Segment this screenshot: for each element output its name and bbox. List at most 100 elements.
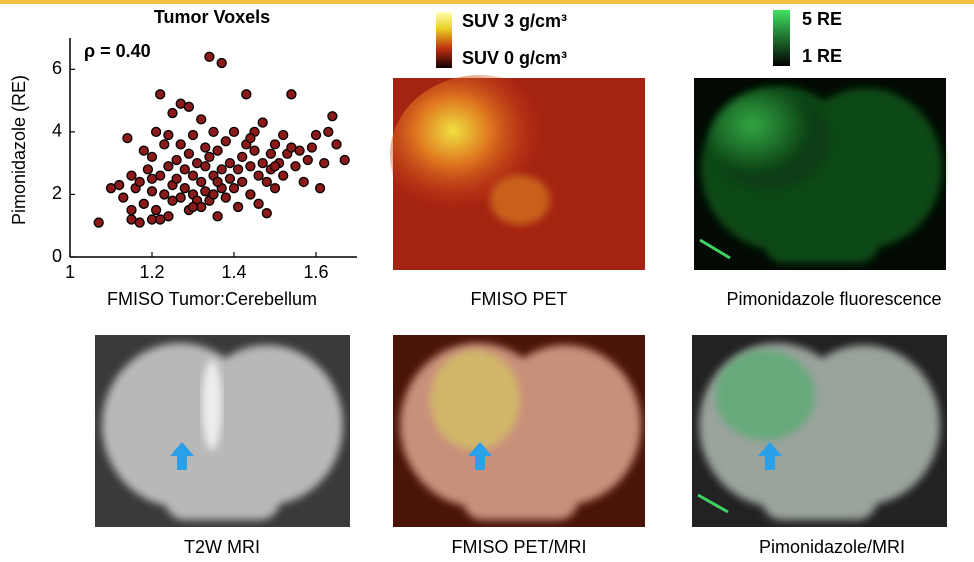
point [291,162,300,171]
point [250,146,259,155]
point [209,127,218,136]
point [262,209,271,218]
pet-colorbar [436,12,452,68]
point [115,181,124,190]
point [254,199,263,208]
y-tick-label: 4 [52,121,62,141]
point [164,162,173,171]
point [184,102,193,111]
point [225,174,234,183]
x-tick-label: 1.2 [139,262,164,282]
pimo-mri-image [692,335,947,527]
point [246,190,255,199]
point [266,149,275,158]
x-axis-label: FMISO Tumor:Cerebellum [107,289,317,309]
point [238,152,247,161]
point [213,177,222,186]
y-axis-label: Pimonidazole (RE) [9,75,29,225]
point [189,202,198,211]
point [160,140,169,149]
point [152,206,161,215]
point [135,177,144,186]
point [205,152,214,161]
chart-title: Tumor Voxels [154,7,270,27]
point [328,112,337,121]
figure: Tumor Voxels ρ = 0.40 Pimonidazole (RE) … [0,0,974,562]
point [221,137,230,146]
point [184,149,193,158]
point [271,162,280,171]
point [287,90,296,99]
point [299,177,308,186]
point [258,118,267,127]
point [127,171,136,180]
caption: FMISO PET [470,289,567,309]
point [148,152,157,161]
pet-image [390,75,645,270]
point [246,162,255,171]
point [271,184,280,193]
point [295,146,304,155]
point [189,130,198,139]
x-tick-label: 1 [65,262,75,282]
point [217,59,226,68]
point [172,174,181,183]
point [148,187,157,196]
point [139,199,148,208]
colorbar-max-label: 5 RE [802,9,842,29]
top-border [0,0,974,4]
t2w-image [95,335,350,527]
point [205,52,214,61]
point [176,140,185,149]
point [230,127,239,136]
point [176,193,185,202]
point [316,184,325,193]
colorbar-max-label: SUV 3 g/cm³ [462,11,567,31]
point [201,143,210,152]
point [332,140,341,149]
point [148,174,157,183]
y-tick-label: 0 [52,246,62,266]
point [164,212,173,221]
point [279,130,288,139]
point [172,156,181,165]
colorbar-min-label: 1 RE [802,46,842,66]
point [119,193,128,202]
point [197,115,206,124]
point [94,218,103,227]
point [217,165,226,174]
point [303,156,312,165]
point [242,90,251,99]
point [254,171,263,180]
point [180,184,189,193]
y-tick-label: 6 [52,58,62,78]
point [246,134,255,143]
point [238,177,247,186]
point [135,218,144,227]
point [230,184,239,193]
pet-mri-image [393,335,645,527]
point [156,90,165,99]
point [139,146,148,155]
fluorescence-colorbar [773,10,790,66]
point [221,193,230,202]
point [320,159,329,168]
point [152,127,161,136]
point [225,159,234,168]
caption: Pimonidazole fluorescence [726,289,941,309]
point [201,162,210,171]
caption: T2W MRI [184,537,260,557]
point [340,156,349,165]
fluorescence-image [694,78,946,270]
point [160,190,169,199]
point [180,165,189,174]
point [258,159,267,168]
point [312,130,321,139]
caption: Pimonidazole/MRI [759,537,905,557]
point [168,109,177,118]
annotation: ρ = 0.40 [84,41,151,61]
point [189,171,198,180]
point [279,171,288,180]
point [123,134,132,143]
point [324,127,333,136]
